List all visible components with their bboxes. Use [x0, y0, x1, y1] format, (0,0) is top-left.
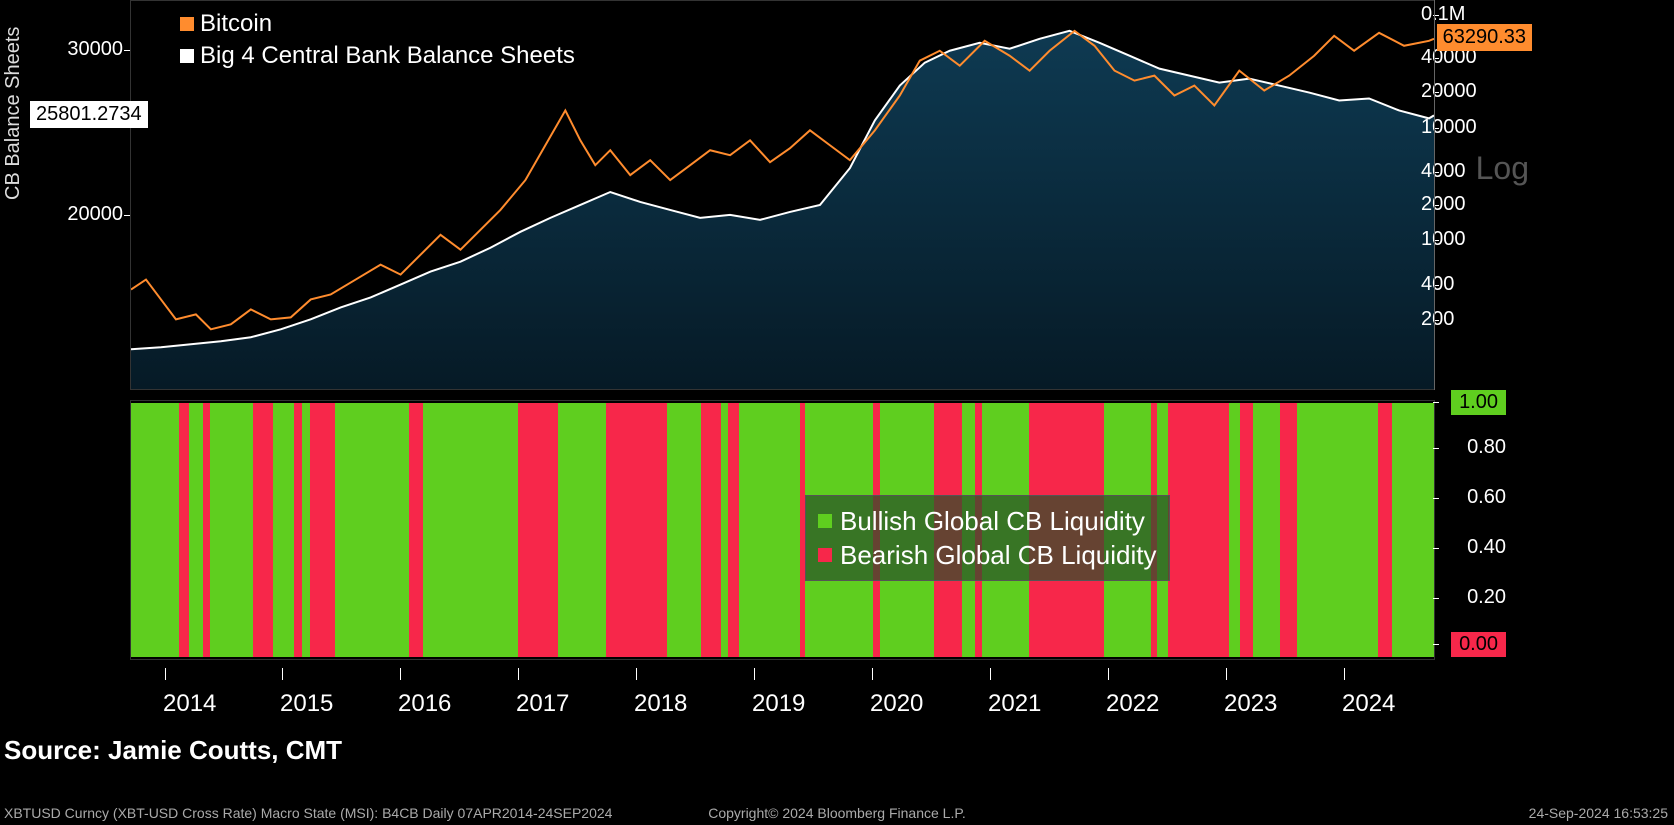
x-axis: 2014 2015 2016 2017 2018 2019 2020 2021 2022 2023…: [130, 668, 1435, 728]
liquidity-segment: [203, 403, 210, 657]
liquidity-chart: [130, 400, 1435, 660]
liquidity-segment: [273, 403, 293, 657]
liquidity-segment: [728, 403, 739, 657]
ytick-lower: 0.80: [1467, 436, 1506, 459]
liquidity-segment: [1229, 403, 1240, 657]
xtick-label: 2022: [1106, 690, 1159, 718]
cb-area-fill: [131, 31, 1434, 389]
ytick-left: 30000: [38, 38, 123, 61]
liquidity-segment: [310, 403, 334, 657]
liquidity-segment: [1378, 403, 1392, 657]
bearish-swatch: [818, 548, 832, 562]
liquidity-bars: [131, 403, 1434, 657]
liquidity-segment: [518, 403, 559, 657]
liquidity-segment: [1297, 403, 1378, 657]
liquidity-segment: [302, 403, 310, 657]
liquidity-segment: [423, 403, 518, 657]
liquidity-segment: [409, 403, 423, 657]
ytick-left: 20000: [38, 203, 123, 226]
lower-top-tag: 1.00: [1451, 390, 1506, 415]
legend-item-bullish: Bullish Global CB Liquidity: [818, 504, 1157, 538]
ytick-lower: 0.60: [1467, 486, 1506, 509]
legend-label: Bitcoin: [200, 8, 272, 40]
right-axis-line: [1434, 0, 1435, 390]
cb-current-value-tag: 25801.2734: [30, 101, 148, 128]
legend-label: Bullish Global CB Liquidity: [840, 504, 1145, 538]
xtick-label: 2024: [1342, 690, 1395, 718]
liquidity-segment: [1392, 403, 1434, 657]
footer-left: XBTUSD Curncy (XBT-USD Cross Rate) Macro…: [4, 805, 612, 821]
liquidity-segment: [294, 403, 302, 657]
liquidity-segment: [701, 403, 721, 657]
legend-label: Big 4 Central Bank Balance Sheets: [200, 40, 575, 72]
liquidity-segment: [335, 403, 410, 657]
liquidity-segment: [179, 403, 190, 657]
liquidity-segment: [739, 403, 800, 657]
liquidity-segment: [721, 403, 728, 657]
footer-bar: XBTUSD Curncy (XBT-USD Cross Rate) Macro…: [0, 801, 1674, 825]
liquidity-segment: [558, 403, 606, 657]
liquidity-segment: [253, 403, 273, 657]
liquidity-segment: [210, 403, 253, 657]
legend-item-cb: Big 4 Central Bank Balance Sheets: [180, 40, 575, 72]
xtick-label: 2021: [988, 690, 1041, 718]
bitcoin-swatch: [180, 17, 194, 31]
source-text: Source: Jamie Coutts, CMT: [4, 735, 342, 766]
main-legend: Bitcoin Big 4 Central Bank Balance Sheet…: [180, 8, 575, 72]
liquidity-legend: Bullish Global CB Liquidity Bearish Glob…: [805, 495, 1170, 581]
xtick-label: 2023: [1224, 690, 1277, 718]
btc-current-value-tag: 63290.33: [1437, 24, 1532, 51]
liquidity-segment: [1240, 403, 1254, 657]
bullish-swatch: [818, 514, 832, 528]
liquidity-segment: [667, 403, 701, 657]
liquidity-segment: [606, 403, 667, 657]
xtick-label: 2014: [163, 690, 216, 718]
legend-item-bitcoin: Bitcoin: [180, 8, 575, 40]
xtick-label: 2016: [398, 690, 451, 718]
xtick-label: 2019: [752, 690, 805, 718]
ytick-lower: 0.40: [1467, 536, 1506, 559]
xtick-label: 2018: [634, 690, 687, 718]
xtick-label: 2017: [516, 690, 569, 718]
liquidity-segment: [1280, 403, 1296, 657]
liquidity-segment: [1253, 403, 1280, 657]
left-axis-label: CB Balance Sheets: [2, 27, 25, 200]
ytick-lower: 0.20: [1467, 586, 1506, 609]
xtick-label: 2020: [870, 690, 923, 718]
legend-label: Bearish Global CB Liquidity: [840, 538, 1157, 572]
lower-bottom-tag: 0.00: [1451, 632, 1506, 657]
liquidity-segment: [189, 403, 203, 657]
xtick-label: 2015: [280, 690, 333, 718]
liquidity-segment: [1168, 403, 1229, 657]
footer-right: 24-Sep-2024 16:53:25: [1529, 805, 1668, 821]
legend-item-bearish: Bearish Global CB Liquidity: [818, 538, 1157, 572]
cb-swatch: [180, 49, 194, 63]
liquidity-segment: [131, 403, 179, 657]
